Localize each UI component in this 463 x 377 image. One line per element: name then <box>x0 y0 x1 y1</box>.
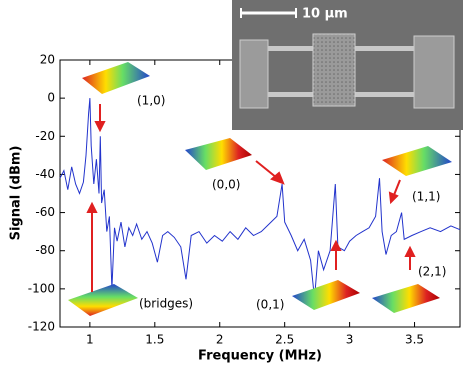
y-tick-label: 0 <box>47 91 55 105</box>
bridge <box>354 46 414 51</box>
scale-label: 10 μm <box>302 7 348 22</box>
mode-icon <box>82 62 150 94</box>
mode-icon <box>292 280 360 310</box>
arrow-head <box>270 171 285 185</box>
y-tick-label: -60 <box>35 205 55 219</box>
mode-icons <box>68 62 452 316</box>
x-axis-title: Frequency (MHz) <box>198 349 322 364</box>
x-tick-label: 1 <box>86 333 94 347</box>
y-tick-label: 20 <box>40 53 55 67</box>
arrow-head <box>86 201 98 213</box>
x-tick-label: 2 <box>216 333 224 347</box>
x-tick-label: 3 <box>346 333 354 347</box>
mode-icon <box>185 138 252 170</box>
mode-icon <box>68 284 138 316</box>
annotation: (0,1) <box>256 298 284 312</box>
bridge <box>354 92 414 97</box>
annotation: (1,1) <box>412 190 440 204</box>
pad <box>413 35 455 109</box>
y-axis-title: Signal (dBm) <box>9 146 24 241</box>
membrane <box>312 33 356 107</box>
arrow-head <box>388 191 399 205</box>
arrow-head <box>330 239 342 251</box>
x-tick-label: 3.5 <box>405 333 424 347</box>
arrow-head <box>94 121 106 133</box>
annotation: (0,0) <box>212 178 240 192</box>
pad <box>239 39 269 109</box>
bridge <box>268 92 314 97</box>
x-tick-label: 1.5 <box>145 333 164 347</box>
sem-inset: 10 μm <box>232 0 463 130</box>
annotation: (1,0) <box>137 94 165 108</box>
y-tick-label: -120 <box>28 320 55 334</box>
y-tick-label: -20 <box>35 129 55 143</box>
annotation: (bridges) <box>139 297 193 311</box>
mode-icon <box>382 146 452 176</box>
mode-icon <box>372 284 440 313</box>
x-tick-label: 2.5 <box>275 333 294 347</box>
arrow <box>255 160 278 179</box>
bridge <box>268 46 314 51</box>
y-tick-label: -80 <box>35 243 55 257</box>
signal-line <box>59 98 461 299</box>
annotation: (2,1) <box>418 265 446 279</box>
arrows <box>86 104 416 292</box>
y-tick-label: -100 <box>28 281 55 295</box>
y-tick-label: -40 <box>35 167 55 181</box>
arrow <box>393 179 401 196</box>
arrow-head <box>404 245 416 257</box>
